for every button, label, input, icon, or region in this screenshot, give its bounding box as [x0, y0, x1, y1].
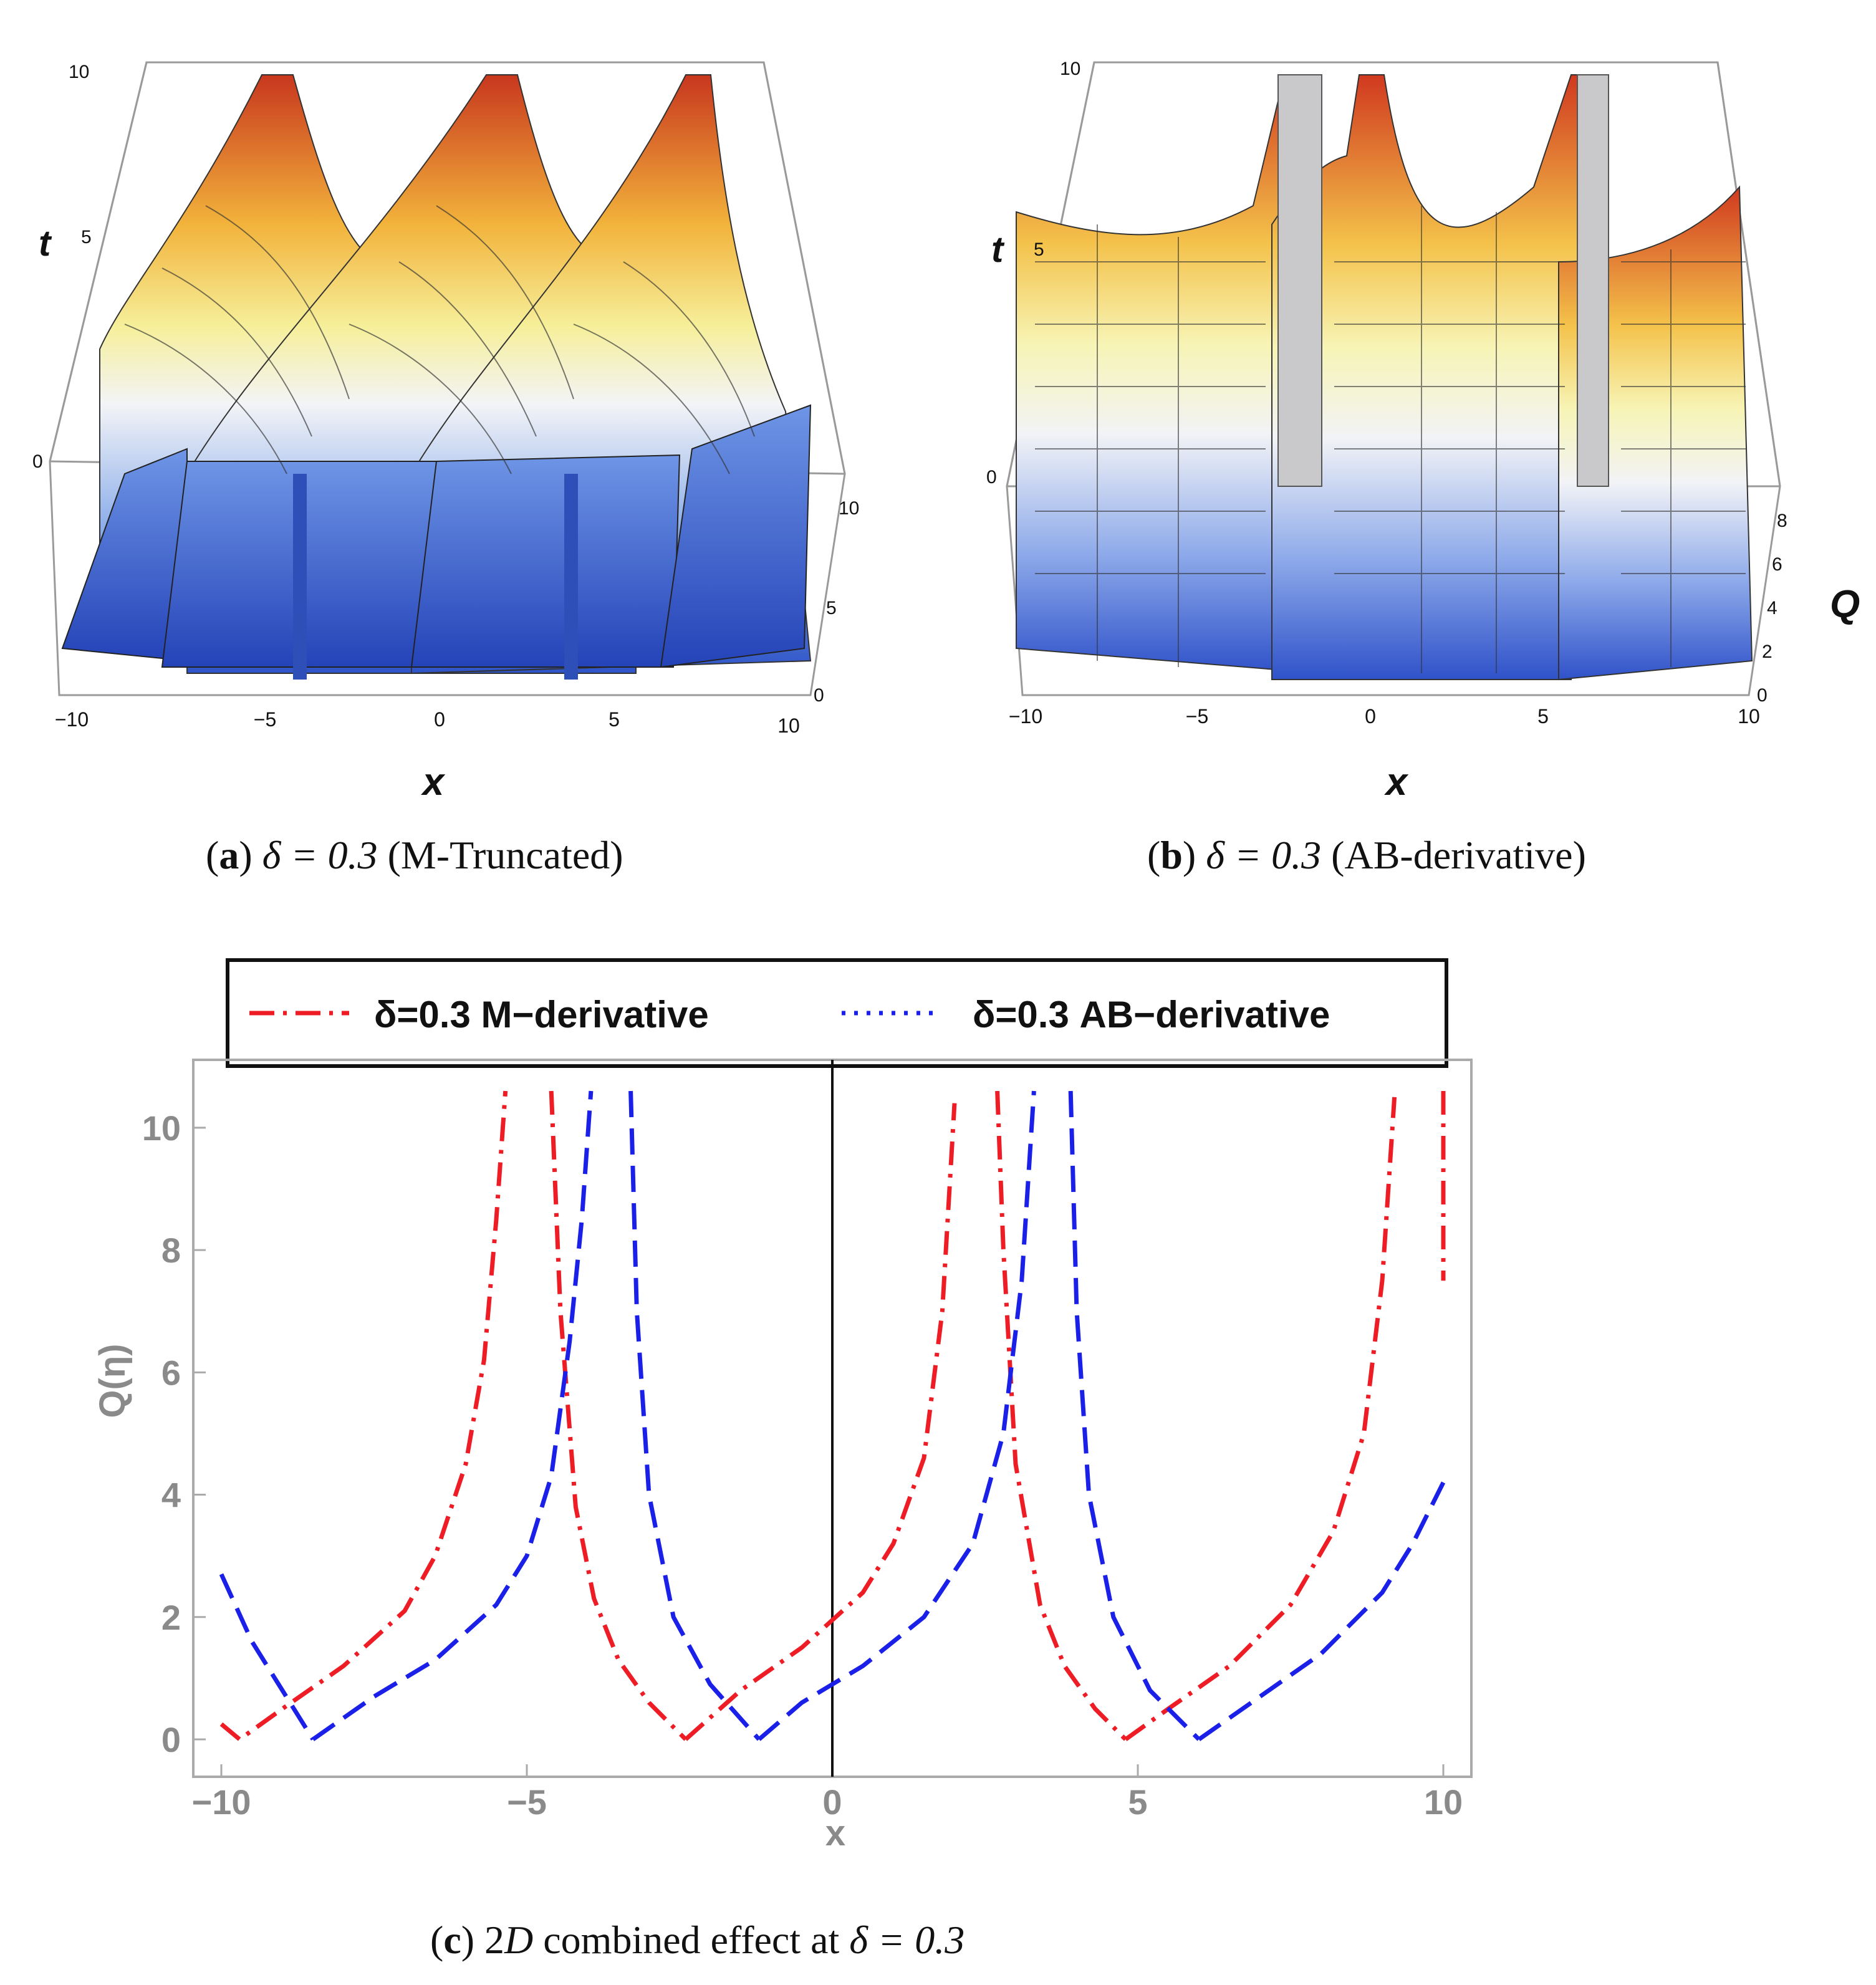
- x-tick-label: −5: [507, 1782, 547, 1822]
- y-tick-label: 10: [142, 1108, 181, 1148]
- legend: δ=0.3 M−derivative δ=0.3 AB−derivative: [226, 958, 1448, 1068]
- x-axis-label-b: x: [1384, 761, 1409, 804]
- caption-c-mid: combined effect at: [533, 1918, 850, 1962]
- q-tick-a-0: 0: [814, 685, 824, 706]
- q-axis-label-b: Q: [1830, 583, 1860, 626]
- caption-c-delta: δ = 0.3: [849, 1918, 965, 1962]
- legend-label-m: δ=0.3 M−derivative: [374, 994, 709, 1036]
- legend-label-ab: δ=0.3 AB−derivative: [973, 994, 1330, 1036]
- x-tick-label: −10: [192, 1782, 251, 1822]
- caption-c-prefix: 2: [484, 1918, 505, 1962]
- t-axis-label-b: t: [991, 229, 1005, 270]
- series-ab-derivative-segment-2-0: [1068, 1090, 1201, 1741]
- t-tick-b-0: 0: [986, 467, 997, 488]
- t-tick-b-5: 5: [1034, 239, 1044, 260]
- caption-b-method: AB-derivative: [1344, 833, 1573, 877]
- x-tick-label: 5: [1128, 1782, 1147, 1822]
- caption-a-method: M-Truncated: [400, 833, 610, 877]
- x-tick-label: 10: [1424, 1782, 1463, 1822]
- y-axis-label: Q(η): [92, 1343, 133, 1418]
- caption-a: (a) δ = 0.3 (M-Truncated): [206, 833, 623, 877]
- caption-c-dim: D: [504, 1918, 534, 1962]
- caption-b-delta: δ = 0.3: [1206, 833, 1322, 877]
- series-m-derivative-segment-0-0: [219, 1090, 508, 1742]
- x-tick-b-m10: −10: [1009, 705, 1042, 728]
- caption-b: (b) δ = 0.3 (AB-derivative): [1147, 833, 1586, 877]
- t-tick-a-0: 0: [32, 451, 43, 472]
- series-ab-derivative-segment-1-0: [628, 1090, 761, 1741]
- x-tick-b-m5: −5: [1186, 705, 1208, 728]
- q-tick-b-4: 4: [1767, 598, 1777, 618]
- y-tick-label: 8: [161, 1231, 181, 1270]
- line-chart-c: δ=0.3 M−derivative δ=0.3 AB−derivative −…: [92, 958, 1473, 1853]
- series-group: [219, 1090, 1446, 1742]
- x-axis-label-a: x: [421, 761, 446, 804]
- t-tick-a-5: 5: [81, 227, 92, 248]
- x-tick-a-m10: −10: [55, 708, 89, 731]
- surface-b: [1016, 74, 1753, 681]
- x-tick-label: 0: [822, 1782, 842, 1822]
- caption-a-delta: δ = 0.3: [262, 833, 378, 877]
- y-tick-label: 0: [161, 1720, 181, 1759]
- q-tick-b-2: 2: [1762, 642, 1773, 662]
- series-m-derivative-segment-1-1: [684, 1103, 957, 1741]
- series-m-derivative-segment-2-0: [995, 1090, 1127, 1741]
- t-tick-b-10: 10: [1060, 59, 1080, 79]
- t-axis-label-a: t: [39, 223, 52, 264]
- t-tick-a-10: 10: [69, 62, 89, 82]
- series-ab-derivative-segment-1-1: [758, 1090, 1036, 1741]
- x-tick-a-m5: −5: [254, 708, 276, 731]
- series-m-derivative-segment-2-1: [1124, 1097, 1397, 1741]
- q-tick-b-0: 0: [1757, 685, 1768, 706]
- series-ab-derivative-segment-0-0: [219, 1573, 315, 1741]
- x-tick-a-0: 0: [434, 708, 445, 731]
- surface-plot-a: t 10 5 0 −10 −5 0 5 10 x 10 5 0 Q: [32, 61, 859, 804]
- surface-plot-b: t 10 5 0 −10 −5 0 5 10 x 8 6 4 2 0 Q: [986, 59, 1860, 804]
- y-tick-label: 2: [161, 1598, 181, 1637]
- series-ab-derivative-segment-2-1: [1197, 1481, 1446, 1741]
- x-tick-a-10: 10: [777, 714, 800, 737]
- surface-a: [61, 74, 812, 680]
- y-tick-label: 4: [161, 1476, 181, 1515]
- x-tick-b-5: 5: [1537, 705, 1549, 728]
- y-tick-label: 6: [161, 1353, 181, 1392]
- x-tick-b-0: 0: [1365, 705, 1376, 728]
- series-ab-derivative-segment-0-1: [311, 1090, 594, 1741]
- x-tick-a-5: 5: [608, 708, 620, 731]
- q-tick-a-10: 10: [839, 498, 859, 519]
- caption-b-label: b: [1160, 833, 1183, 877]
- axis-ticks: −10 −5 0 5 10 0 2 4 6 8 10: [142, 1108, 1463, 1822]
- caption-c-label: c: [443, 1918, 461, 1962]
- q-tick-b-6: 6: [1772, 554, 1782, 575]
- x-tick-b-10: 10: [1738, 705, 1760, 728]
- q-tick-b-8: 8: [1777, 511, 1787, 531]
- caption-a-label: a: [219, 833, 239, 877]
- caption-c: (c) 2D combined effect at δ = 0.3: [430, 1918, 965, 1962]
- q-tick-a-5: 5: [826, 598, 837, 618]
- x-axis-label: x: [825, 1813, 845, 1853]
- series-m-derivative-segment-1-0: [549, 1090, 688, 1741]
